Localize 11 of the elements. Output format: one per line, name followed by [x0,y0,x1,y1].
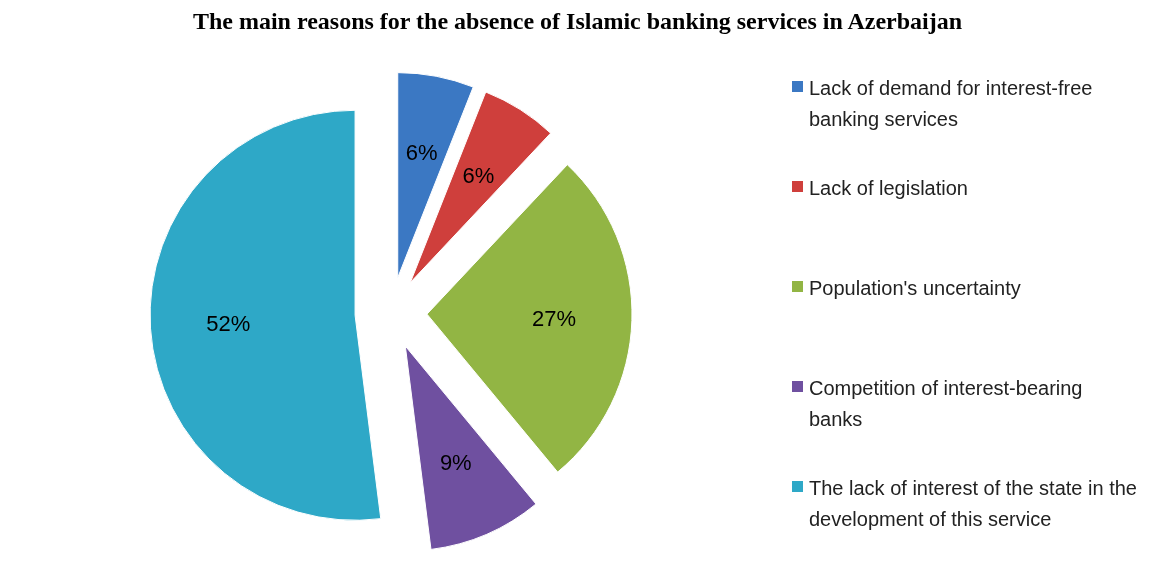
data-label: 6% [462,162,495,188]
chart-title: The main reasons for the absence of Islamic banking services in Azerbaijan [191,8,964,35]
legend-label: Lack of demand for interest-free banking services [809,76,1094,132]
data-label: 52% [206,310,251,336]
legend-label: Lack of legislation [809,176,968,201]
data-label: 9% [439,450,472,476]
legend-label: The lack of interest of the state in the development of this service [809,476,1137,532]
data-label: 6% [405,140,438,166]
legend-label: Population's uncertainty [809,276,1021,301]
data-label: 27% [532,305,577,331]
legend-label: Competition of interest-bearing banks [809,376,1084,432]
